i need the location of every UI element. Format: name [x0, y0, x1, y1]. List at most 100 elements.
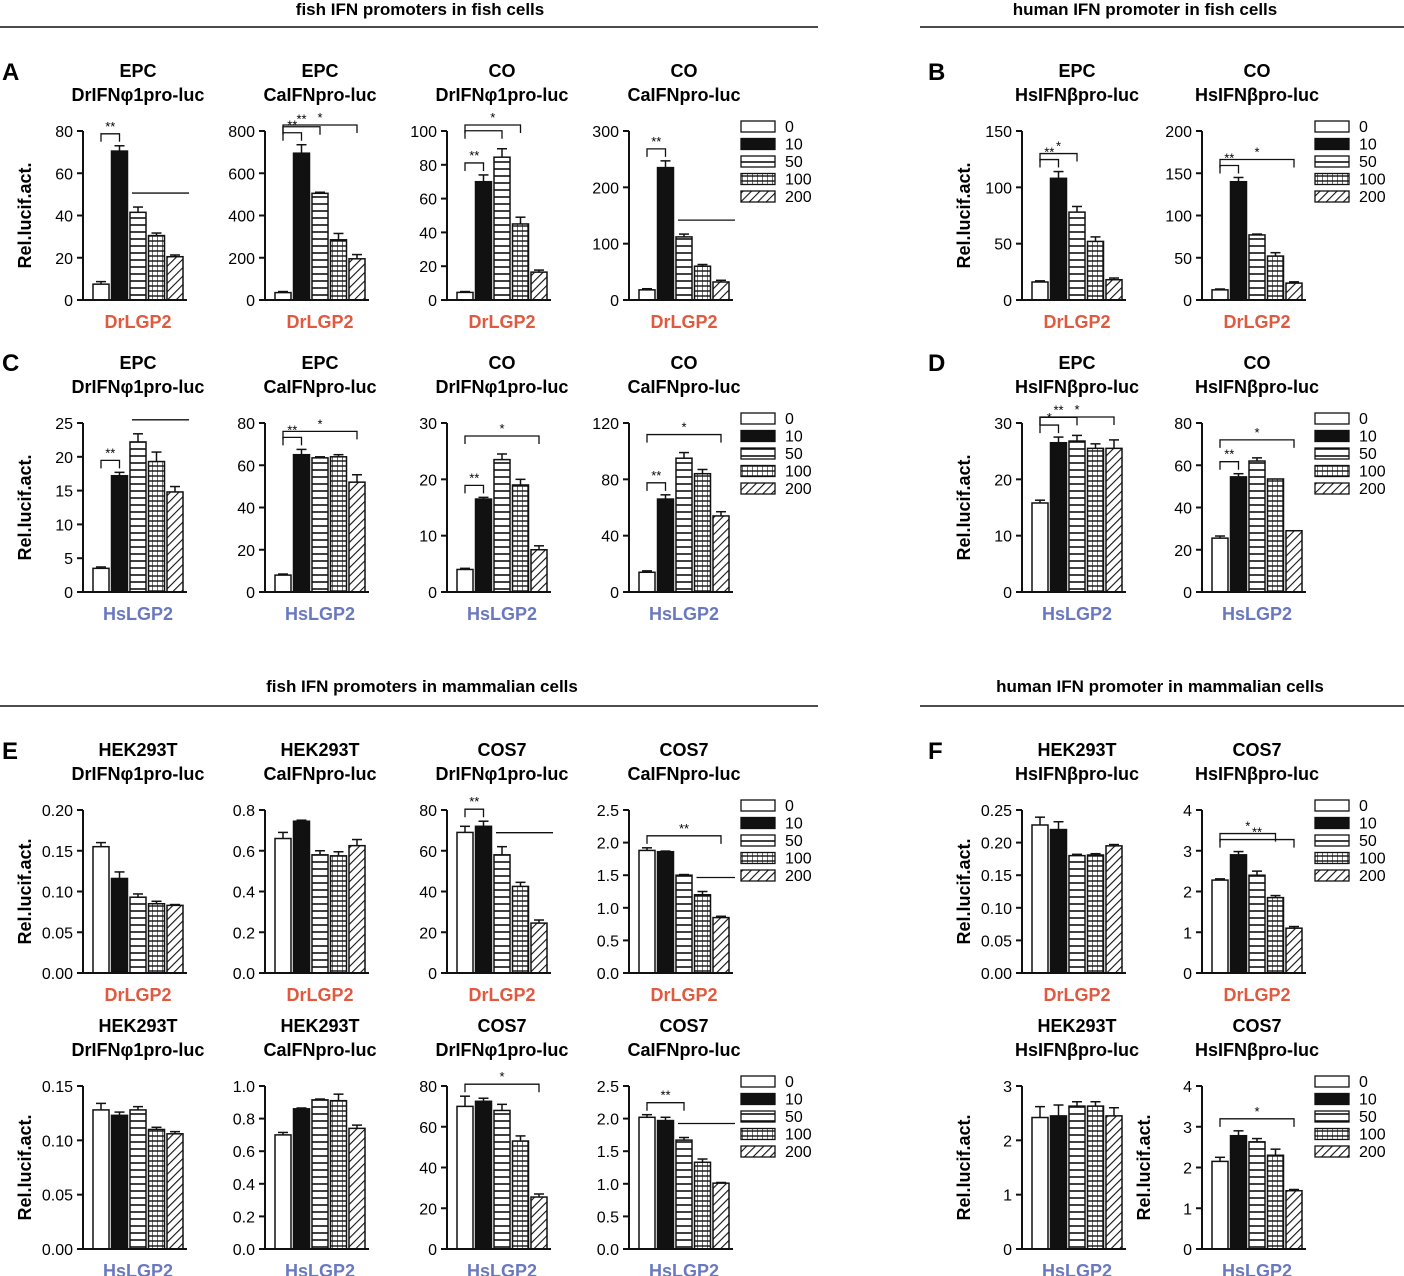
- bar-100: [147, 902, 166, 974]
- x-axis-label: DrLGP2: [286, 312, 353, 332]
- bar-50: [493, 1109, 511, 1250]
- x-axis-label: DrLGP2: [1043, 312, 1110, 332]
- y-tick-label: 3: [1003, 1079, 1012, 1096]
- bar-50: [1068, 854, 1086, 974]
- bar-50: [311, 457, 329, 593]
- chart-title-line2: CaIFNpro-luc: [263, 377, 376, 397]
- y-tick-label: 0.20: [981, 836, 1012, 853]
- y-tick-label: 40: [237, 501, 255, 518]
- legend-label: 50: [785, 833, 803, 850]
- significance-bracket: [646, 835, 722, 844]
- y-tick-label: 20: [419, 925, 437, 942]
- y-tick-label: 3: [1183, 1120, 1192, 1137]
- chart-title-line2: CaIFNpro-luc: [627, 377, 740, 397]
- bar-10: [1229, 1134, 1248, 1250]
- bar-0: [1031, 281, 1049, 301]
- bar-50: [129, 441, 147, 593]
- chart-title-line2: HsIFNβpro-luc: [1015, 377, 1139, 397]
- y-tick-label: 80: [237, 416, 255, 433]
- y-tick-label: 60: [237, 458, 255, 475]
- bar-200: [166, 904, 184, 974]
- significance-bracket: [1219, 832, 1277, 842]
- chart-E8: COS7 CaIFNpro-luc 0.0 0.5 1.0 1.5 2.0 2.5 HsLGP2…: [597, 1016, 812, 1276]
- bar-100: [511, 484, 530, 593]
- y-tick-label: 0.8: [233, 803, 255, 820]
- legend-swatch-10: [740, 429, 776, 443]
- legend-swatch-100: [740, 464, 776, 478]
- chart-B1: EPC HsIFNβpro-luc 0 50 100 150 Rel.lucif.act. D…: [954, 61, 1139, 332]
- chart-title-line2: DrIFNφ1pro-luc: [436, 764, 569, 784]
- y-tick-label: 80: [419, 158, 437, 175]
- bar-100: [693, 894, 712, 974]
- bar-10: [474, 498, 493, 593]
- chart-F4: COS7 HsIFNβpro-luc 0 1 2 3 4 Rel.lucif.act. HsLG…: [1134, 1016, 1386, 1276]
- y-axis-label: Rel.lucif.act.: [954, 838, 974, 944]
- significance-bracket: [1039, 424, 1060, 434]
- bar-0: [1211, 289, 1229, 301]
- legend-label: 200: [1359, 868, 1386, 885]
- x-axis-label: DrLGP2: [468, 985, 535, 1005]
- bar-200: [530, 549, 548, 593]
- legend-swatch-0: [740, 799, 776, 812]
- significance-label: **: [1044, 145, 1054, 160]
- bar-0: [92, 845, 110, 974]
- legend-swatch-50: [1314, 447, 1350, 460]
- legend-label: 0: [1359, 1074, 1368, 1091]
- y-tick-label: 0.0: [233, 966, 255, 983]
- bar-0: [456, 291, 474, 301]
- y-tick-label: 5: [64, 551, 73, 568]
- y-tick-label: 2.5: [597, 803, 619, 820]
- bar-200: [348, 1127, 366, 1250]
- legend-swatch-0: [1314, 120, 1350, 133]
- bar-10: [1229, 476, 1248, 593]
- y-tick-label: 0: [64, 585, 73, 602]
- legend-swatch-10: [740, 816, 776, 830]
- bar-100: [693, 472, 712, 593]
- y-tick-label: 800: [228, 124, 255, 141]
- bar-50: [129, 211, 147, 301]
- bar-0: [638, 571, 656, 593]
- significance-bracket: [1219, 461, 1240, 470]
- y-tick-label: 0.00: [42, 966, 73, 983]
- bar-200: [348, 481, 366, 593]
- y-tick-label: 60: [419, 1120, 437, 1137]
- y-tick-label: 10: [994, 529, 1012, 546]
- significance-bracket: [1039, 158, 1060, 168]
- x-axis-label: DrLGP2: [104, 312, 171, 332]
- bar-10: [656, 1119, 675, 1250]
- legend-label: 0: [1359, 798, 1368, 815]
- chart-title-line2: DrIFNφ1pro-luc: [72, 1040, 205, 1060]
- x-axis-label: HsLGP2: [1222, 1261, 1292, 1276]
- significance-bracket: [1219, 838, 1295, 848]
- bar-0: [1211, 537, 1229, 593]
- significance-label: *: [1254, 144, 1259, 159]
- bar-10: [656, 850, 675, 974]
- chart-title-line1: HEK293T: [98, 740, 177, 760]
- legend-label: 200: [785, 868, 812, 885]
- bar-10: [1049, 828, 1068, 974]
- bar-100: [1266, 255, 1285, 301]
- y-tick-label: 0.0: [597, 966, 619, 983]
- y-tick-label: 0.05: [42, 1188, 73, 1205]
- bar-200: [348, 258, 366, 301]
- significance-bracket: [464, 808, 485, 818]
- significance-label: **: [679, 821, 689, 836]
- significance-label: *: [317, 416, 322, 431]
- y-tick-label: 50: [1174, 251, 1192, 268]
- bar-10: [1229, 180, 1248, 301]
- chart-F1: HEK293T HsIFNβpro-luc 0.00 0.05 0.10 0.15 0.20…: [954, 740, 1139, 1005]
- legend-swatch-10: [1314, 1092, 1350, 1106]
- y-tick-label: 0.6: [233, 844, 255, 861]
- legend-swatch-100: [740, 1127, 776, 1141]
- legend-label: 100: [1359, 1127, 1386, 1144]
- chart-title-line1: COS7: [659, 740, 708, 760]
- bar-0: [456, 1105, 474, 1250]
- chart-E7: COS7 DrIFNφ1pro-luc 0 20 40 60 80 HsLGP2 *: [419, 1016, 568, 1276]
- legend-swatch-100: [1314, 464, 1350, 478]
- legend-label: 50: [1359, 446, 1377, 463]
- y-tick-label: 0: [1003, 585, 1012, 602]
- bar-50: [493, 854, 511, 974]
- bar-200: [1285, 927, 1303, 974]
- bar-50: [129, 896, 147, 974]
- legend-swatch-10: [740, 137, 776, 151]
